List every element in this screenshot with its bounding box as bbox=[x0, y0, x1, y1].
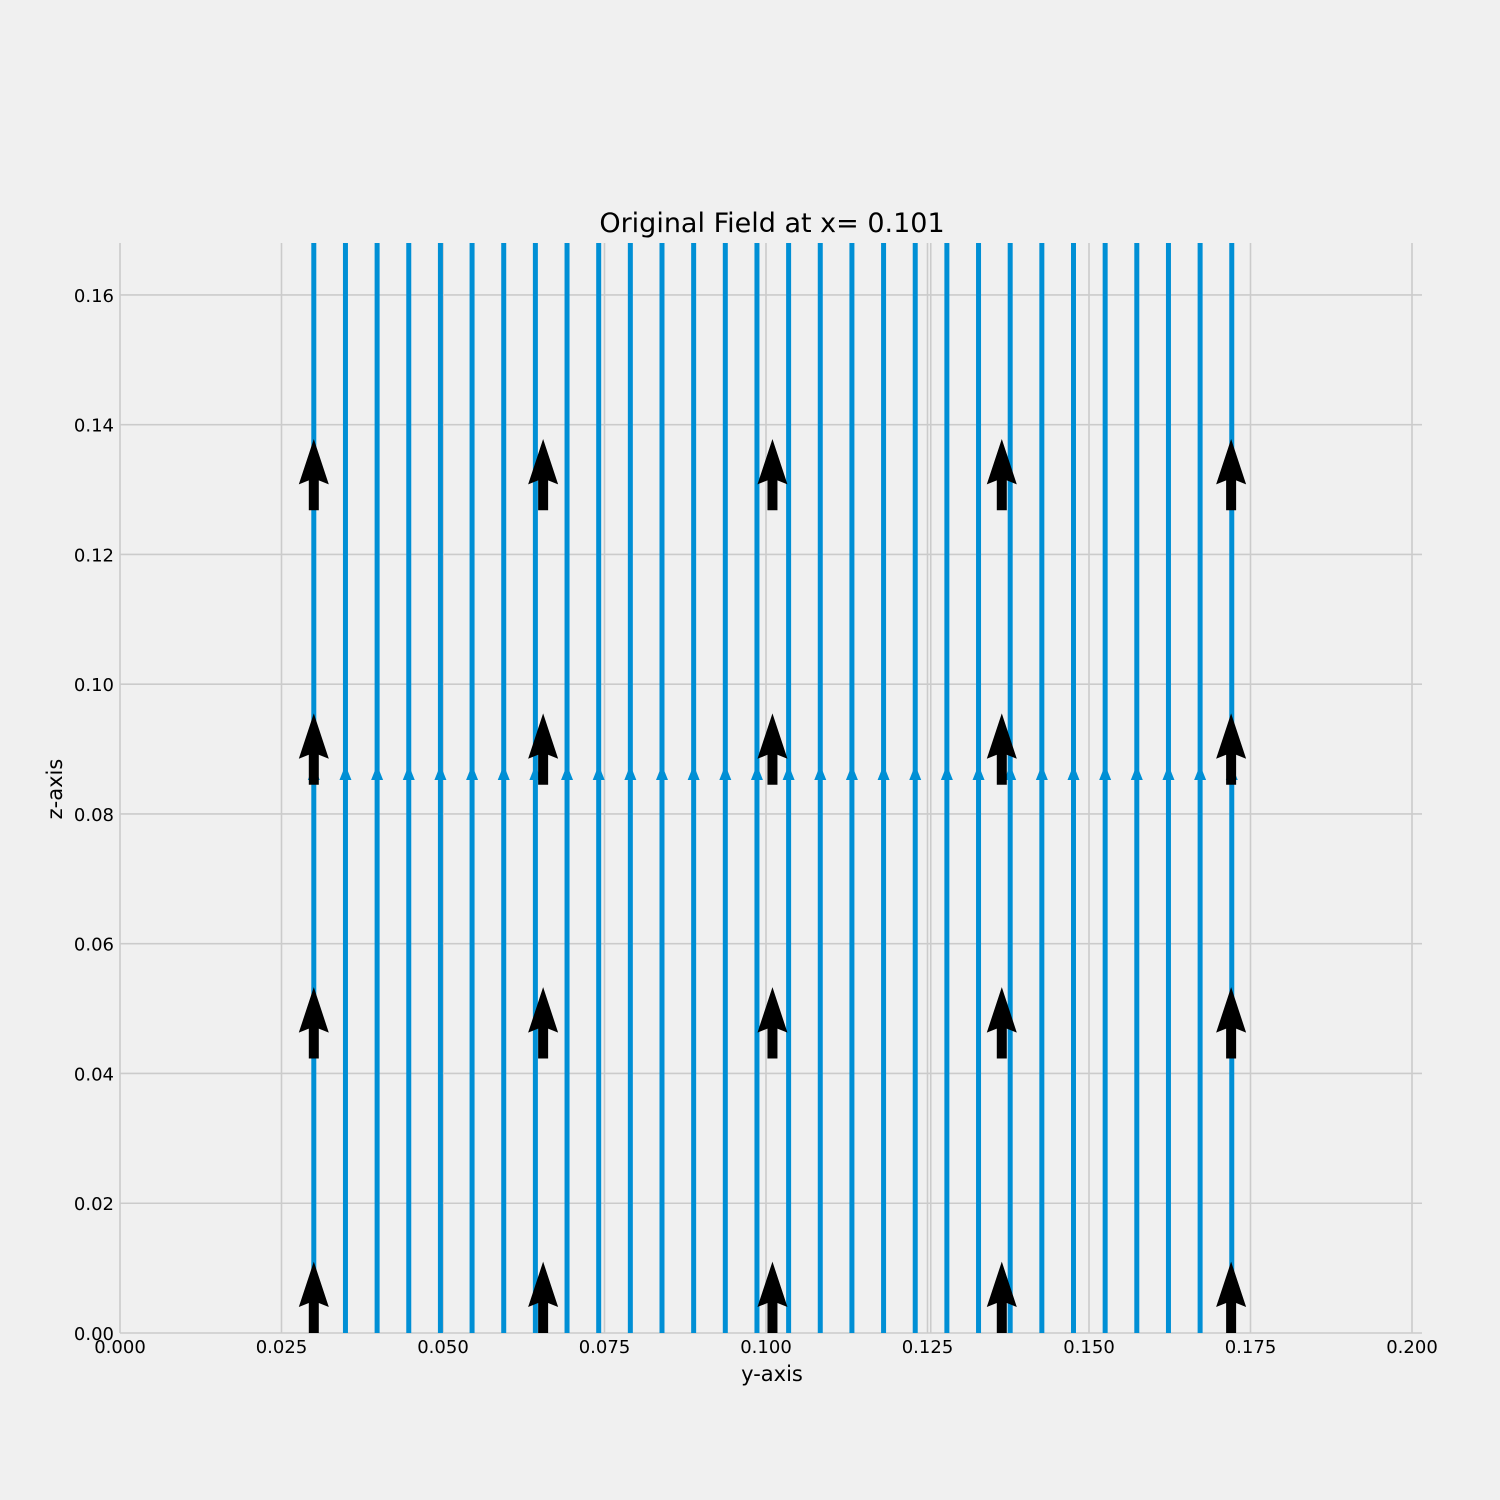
streamlines bbox=[307, 243, 1238, 1333]
x-tick-label: 0.150 bbox=[1063, 1337, 1115, 1358]
streamline-arrowhead bbox=[909, 765, 922, 781]
streamline-arrowhead bbox=[592, 765, 605, 781]
quiver-arrow bbox=[298, 987, 329, 1059]
streamline-arrowhead bbox=[1035, 765, 1048, 781]
x-tick-label: 0.075 bbox=[579, 1337, 631, 1358]
x-axis-ticks: 0.000 0.025 0.050 0.075 0.100 0.125 0.150 0.175… bbox=[94, 1337, 1438, 1358]
quiver-arrow bbox=[986, 438, 1017, 511]
streamline-arrowhead bbox=[750, 765, 763, 781]
streamline-arrowhead bbox=[1194, 765, 1207, 781]
quiver-arrow bbox=[298, 713, 329, 785]
streamline-arrowhead bbox=[814, 765, 827, 781]
quiver-arrow bbox=[986, 987, 1017, 1059]
streamline-arrowhead bbox=[1162, 765, 1175, 781]
y-axis-label: z-axis bbox=[43, 759, 67, 820]
x-axis-label: y-axis bbox=[741, 1362, 803, 1386]
quiver-arrow bbox=[1216, 987, 1247, 1059]
grid bbox=[119, 243, 1422, 1334]
y-tick-label: 0.10 bbox=[74, 675, 114, 696]
streamline-arrowhead bbox=[877, 765, 890, 781]
chart-title: Original Field at x= 0.101 bbox=[599, 208, 944, 239]
quiver-arrow bbox=[757, 1261, 788, 1333]
streamline-arrowhead bbox=[972, 765, 985, 781]
x-tick-label: 0.125 bbox=[902, 1337, 954, 1358]
quiver-arrow bbox=[298, 438, 329, 511]
streamline-arrowhead bbox=[371, 765, 384, 781]
streamline-arrowhead bbox=[434, 765, 447, 781]
streamline-arrowhead bbox=[1004, 765, 1017, 781]
x-tick-label: 0.050 bbox=[417, 1337, 469, 1358]
quiver-arrow bbox=[528, 1261, 559, 1333]
quiver-arrow bbox=[986, 713, 1017, 785]
x-tick-label: 0.200 bbox=[1386, 1337, 1438, 1358]
quiver-arrow bbox=[986, 1261, 1017, 1333]
x-tick-label: 0.175 bbox=[1225, 1337, 1277, 1358]
y-tick-label: 0.06 bbox=[74, 935, 114, 956]
streamline-arrowhead bbox=[497, 765, 510, 781]
quiver-arrow bbox=[1216, 438, 1247, 511]
streamline-arrowhead bbox=[624, 765, 637, 781]
streamline-arrowhead bbox=[940, 765, 953, 781]
streamline-arrowhead bbox=[1130, 765, 1143, 781]
y-tick-label: 0.16 bbox=[74, 286, 114, 307]
y-tick-label: 0.00 bbox=[74, 1324, 114, 1345]
quiver-arrow bbox=[757, 713, 788, 785]
quiver-arrow bbox=[528, 987, 559, 1059]
streamline-arrowhead bbox=[339, 765, 352, 781]
x-tick-label: 0.025 bbox=[256, 1337, 308, 1358]
streamline-arrowhead bbox=[782, 765, 795, 781]
y-tick-label: 0.08 bbox=[74, 805, 114, 826]
quiver-arrow bbox=[528, 713, 559, 785]
quiver-arrow bbox=[1216, 1261, 1247, 1333]
streamline-arrowhead bbox=[466, 765, 479, 781]
y-axis-ticks: 0.00 0.02 0.04 0.06 0.08 0.10 0.12 0.14 0.16 bbox=[74, 286, 114, 1345]
quiver-arrows bbox=[298, 438, 1247, 1333]
quiver-arrow bbox=[528, 438, 559, 511]
streamline-arrowhead bbox=[1099, 765, 1112, 781]
streamline-arrowhead bbox=[655, 765, 668, 781]
y-tick-label: 0.04 bbox=[74, 1064, 114, 1085]
streamline-arrowhead bbox=[561, 765, 574, 781]
y-tick-label: 0.12 bbox=[74, 545, 114, 566]
y-tick-label: 0.02 bbox=[74, 1194, 114, 1215]
quiver-arrow bbox=[298, 1261, 329, 1333]
y-tick-label: 0.14 bbox=[74, 416, 114, 437]
streamline-arrowhead bbox=[719, 765, 732, 781]
streamline-arrowhead bbox=[1067, 765, 1080, 781]
streamline-arrowhead bbox=[687, 765, 700, 781]
x-tick-label: 0.000 bbox=[94, 1337, 146, 1358]
quiver-arrow bbox=[1216, 713, 1247, 785]
x-tick-label: 0.100 bbox=[740, 1337, 792, 1358]
quiver-arrow bbox=[757, 987, 788, 1059]
streamline-arrowhead bbox=[845, 765, 858, 781]
streamline-arrowhead bbox=[402, 765, 415, 781]
quiver-arrow bbox=[757, 438, 788, 511]
